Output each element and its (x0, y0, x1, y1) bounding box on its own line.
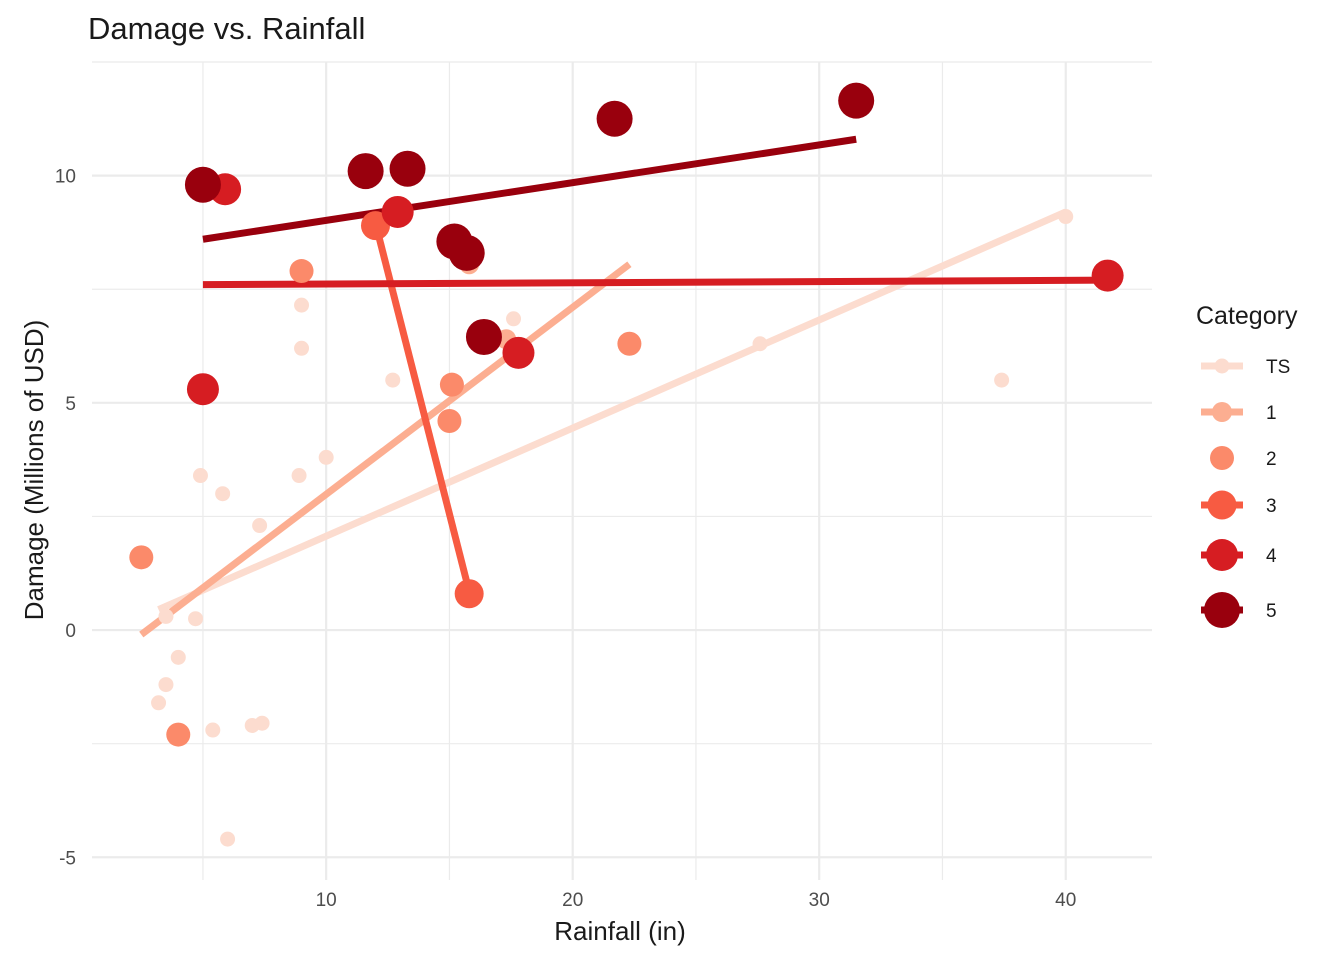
x-tick-label: 40 (1055, 890, 1076, 911)
chart-title: Damage vs. Rainfall (88, 11, 365, 46)
legend-label-4: 4 (1266, 546, 1277, 567)
y-tick-label: -5 (59, 848, 76, 869)
y-axis-title: Damage (Millions of USD) (19, 320, 49, 621)
y-tick-label: 5 (65, 394, 76, 415)
data-point-5 (838, 82, 875, 119)
data-point-5 (347, 153, 384, 190)
data-point-4 (502, 336, 535, 369)
data-point-2 (289, 259, 314, 284)
data-point-ts (506, 311, 522, 327)
data-point-ts (752, 336, 768, 352)
trend-line-3 (372, 222, 473, 593)
legend: Category TS 1 2 3 4 5 (1196, 302, 1298, 628)
data-point-5 (596, 100, 633, 137)
legend-key-point-4 (1206, 539, 1238, 571)
data-point-ts (158, 608, 174, 624)
trend-line-4 (202, 276, 1108, 289)
data-point-ts (291, 468, 307, 484)
data-point-ts (385, 372, 401, 388)
x-tick-label: 20 (562, 890, 583, 911)
grid-lines (92, 61, 1152, 880)
data-point-2 (437, 409, 462, 434)
legend-key-point-3 (1207, 490, 1237, 520)
data-point-ts (252, 518, 268, 534)
data-point-3 (454, 579, 484, 609)
legend-label-3: 3 (1266, 496, 1277, 517)
legend-label-5: 5 (1266, 601, 1277, 622)
x-tick-label: 10 (316, 890, 337, 911)
trend-line-1 (139, 261, 632, 638)
data-point-ts (170, 649, 186, 665)
data-point-4 (381, 195, 414, 228)
data-point-ts (294, 340, 310, 356)
data-point-ts (188, 611, 204, 627)
legend-title: Category (1196, 302, 1298, 330)
data-point-2 (166, 722, 191, 747)
data-point-ts (294, 297, 310, 313)
legend-key-point-1 (1212, 402, 1232, 422)
trend-lines (139, 135, 1108, 638)
data-point-ts (318, 449, 334, 465)
legend-key-point-2 (1210, 446, 1234, 470)
data-point-ts (254, 715, 270, 731)
legend-label-ts: TS (1266, 357, 1290, 378)
legend-label-2: 2 (1266, 449, 1277, 470)
legend-label-1: 1 (1266, 403, 1277, 424)
data-point-5 (184, 166, 221, 203)
data-point-ts (158, 677, 174, 693)
x-tick-label: 30 (809, 890, 830, 911)
data-point-2 (617, 331, 642, 356)
data-point-4 (1091, 259, 1124, 292)
data-point-ts (220, 831, 236, 847)
data-point-5 (465, 318, 502, 355)
data-point-ts (994, 372, 1010, 388)
data-point-3 (360, 211, 390, 241)
y-axis-ticks: -5 0 5 10 (55, 167, 76, 870)
data-point-2 (439, 372, 464, 397)
y-tick-label: 10 (55, 167, 76, 188)
y-tick-label: 0 (65, 621, 76, 642)
data-point-5 (389, 150, 426, 187)
data-point-ts (192, 468, 208, 484)
data-point-4 (186, 373, 219, 406)
data-point-2 (129, 545, 154, 570)
data-point-5 (448, 234, 485, 271)
data-point-ts (1058, 209, 1074, 225)
data-point-ts (205, 722, 221, 738)
x-axis-title: Rainfall (in) (554, 916, 686, 946)
x-axis-ticks: 10 20 30 40 (316, 890, 1077, 911)
trend-line-5 (202, 135, 857, 243)
legend-key-point-ts (1214, 358, 1230, 374)
data-points (129, 82, 1124, 847)
data-point-ts (215, 486, 231, 502)
legend-key-point-5 (1204, 592, 1240, 628)
data-point-ts (151, 695, 167, 711)
